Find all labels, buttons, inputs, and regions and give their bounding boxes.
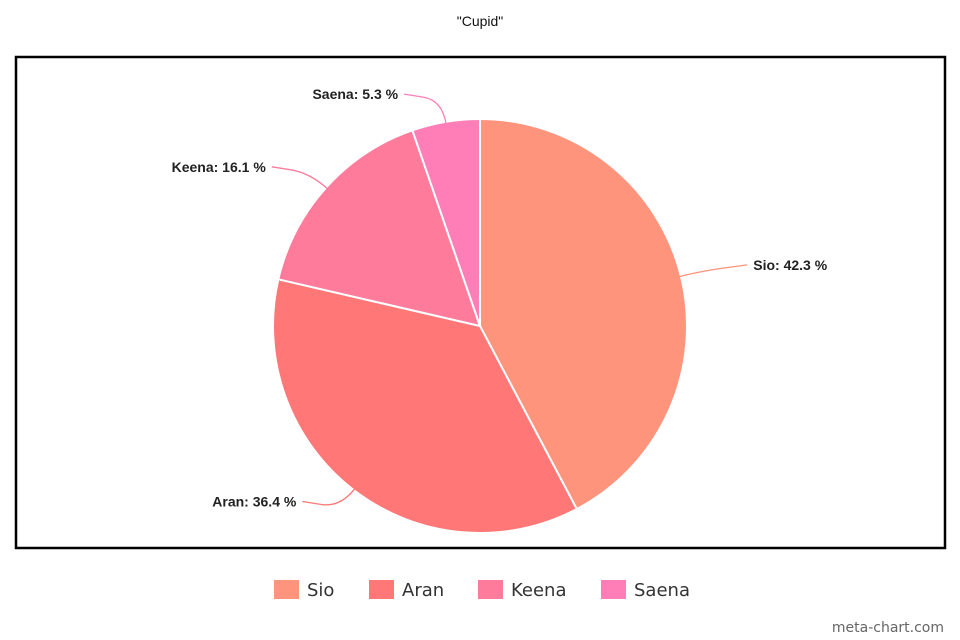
leader-line-aran <box>302 488 356 506</box>
legend-swatch-sio <box>274 580 299 599</box>
legend-item-sio[interactable]: Sio <box>274 580 334 601</box>
legend-item-saena[interactable]: Saena <box>601 580 690 601</box>
legend-label-aran: Aran <box>402 580 444 601</box>
chart-title: "Cupid" <box>457 13 504 29</box>
legend-swatch-aran <box>369 580 394 599</box>
leader-line-keena <box>271 166 329 190</box>
slice-label-keena: Keena: 16.1 % <box>172 159 267 175</box>
leader-line-sio <box>678 264 748 278</box>
watermark: meta-chart.com <box>832 620 944 636</box>
legend-swatch-saena <box>601 580 626 599</box>
slice-label-sio: Sio: 42.3 % <box>753 257 827 273</box>
legend-item-aran[interactable]: Aran <box>369 580 444 601</box>
slice-label-saena: Saena: 5.3 % <box>312 86 398 102</box>
legend-item-keena[interactable]: Keena <box>478 580 567 601</box>
slice-label-aran: Aran: 36.4 % <box>212 493 297 509</box>
legend-label-saena: Saena <box>634 580 690 601</box>
legend-swatch-keena <box>478 580 503 599</box>
legend-label-sio: Sio <box>307 580 334 601</box>
leader-line-saena <box>403 93 447 124</box>
legend-label-keena: Keena <box>511 580 567 601</box>
legend: Sio Aran Keena Saena <box>274 580 690 601</box>
